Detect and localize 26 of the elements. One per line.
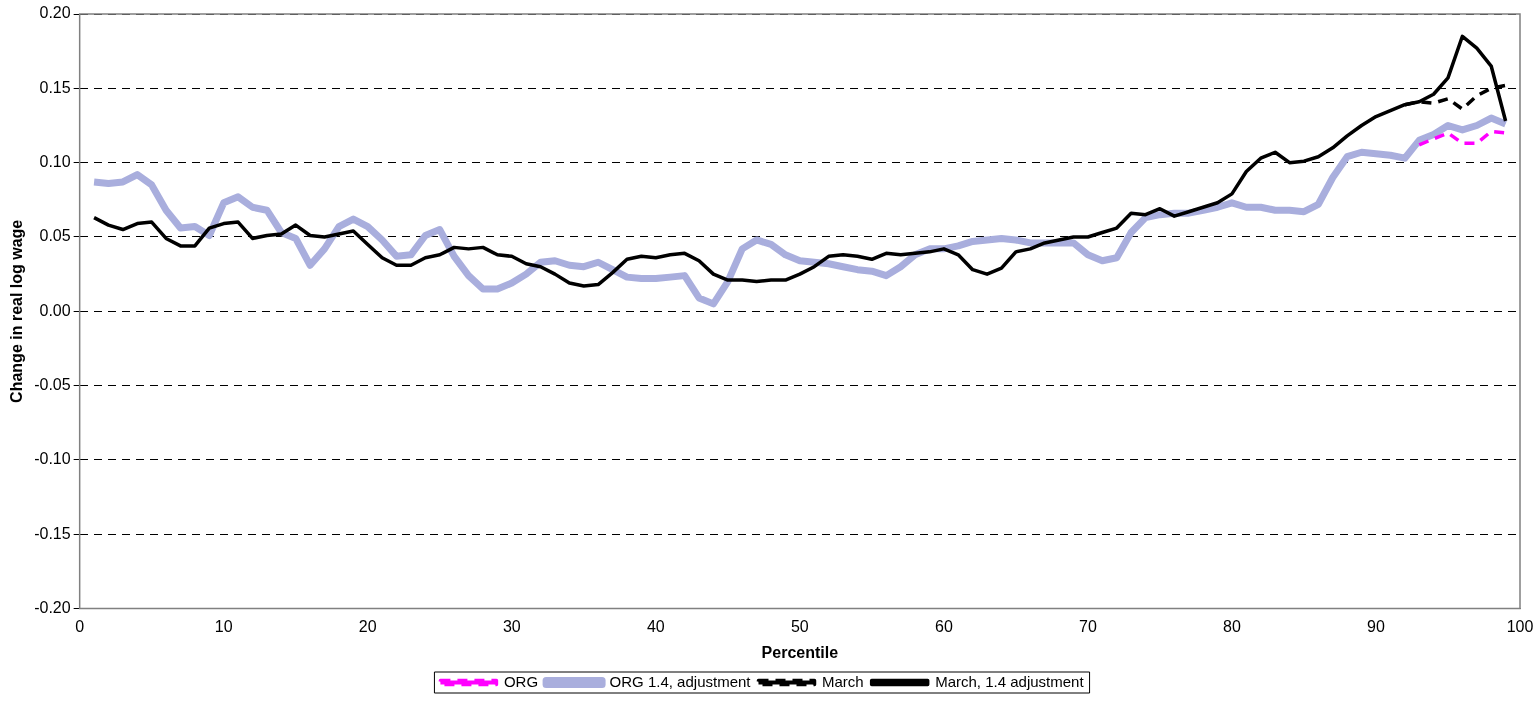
x-tick-label: 0 <box>75 617 85 635</box>
x-tick-label: 30 <box>502 617 521 635</box>
x-tick-label: 50 <box>790 617 809 635</box>
x-tick-label: 60 <box>934 617 953 635</box>
y-tick-label: 0.20 <box>39 4 71 22</box>
legend-label: March, 1.4 adjustment <box>935 672 1085 690</box>
y-tick-label: -0.20 <box>34 599 71 617</box>
legend-label: ORG <box>503 672 539 690</box>
x-tick-label: 10 <box>214 617 233 635</box>
x-tick-label: 100 <box>1506 617 1534 635</box>
y-tick-label: 0.15 <box>39 78 71 96</box>
x-tick-label: 80 <box>1223 617 1241 635</box>
x-tick-label: 20 <box>358 617 377 635</box>
x-tick-label: 40 <box>646 617 665 635</box>
legend-label: March <box>821 672 864 690</box>
x-tick-label: 70 <box>1079 617 1097 635</box>
y-tick-label: -0.10 <box>34 450 71 468</box>
x-tick-label: 90 <box>1367 617 1385 635</box>
legend-label: ORG 1.4, adjustment <box>609 672 752 690</box>
y-tick-label: -0.05 <box>34 376 71 394</box>
y-tick-label: 0.05 <box>39 227 71 245</box>
y-tick-label: 0.10 <box>39 153 71 171</box>
y-axis-title: Change in real log wage <box>8 219 26 403</box>
y-tick-label: 0.00 <box>39 301 71 319</box>
y-tick-label: -0.15 <box>34 524 71 542</box>
x-axis-title: Percentile <box>761 643 839 661</box>
